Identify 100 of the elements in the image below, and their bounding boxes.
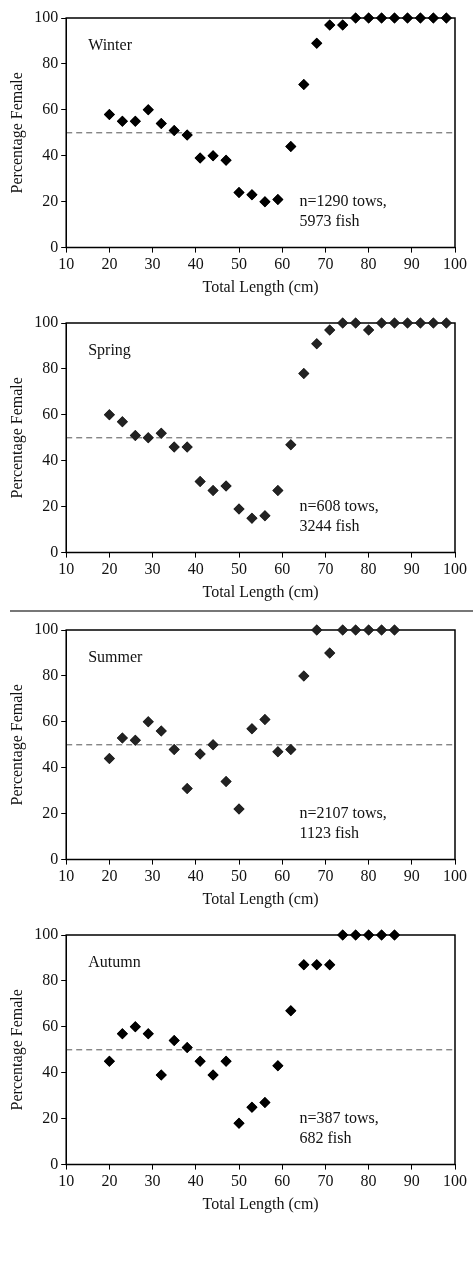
point (129, 1021, 141, 1033)
x-tick-label: 90 (403, 255, 420, 273)
point (246, 723, 258, 735)
point (376, 929, 388, 941)
point (194, 1055, 206, 1067)
point (233, 1117, 245, 1129)
point (103, 409, 115, 421)
point (220, 776, 232, 788)
point (116, 732, 128, 744)
y-tick-label: 0 (50, 1154, 59, 1172)
point (207, 739, 219, 751)
x-tick-label: 10 (58, 255, 75, 273)
x-tick-label: 60 (274, 1172, 291, 1190)
point (233, 187, 245, 198)
y-tick-label: 0 (50, 542, 59, 560)
point (311, 338, 323, 350)
x-tick-label: 50 (231, 1172, 247, 1190)
x-tick-label: 10 (58, 867, 75, 885)
x-axis-title: Total Length (cm) (202, 582, 319, 601)
point (272, 193, 284, 205)
point (363, 929, 375, 941)
y-tick-label: 40 (42, 450, 59, 468)
x-tick-label: 70 (317, 255, 334, 273)
point (103, 108, 115, 120)
point (181, 782, 193, 794)
point (142, 716, 154, 728)
point (181, 441, 193, 453)
point (220, 480, 232, 492)
point (207, 485, 219, 497)
point (376, 12, 388, 24)
point (103, 753, 115, 765)
y-tick-label: 100 (34, 8, 59, 26)
point (142, 104, 154, 116)
x-tick-label: 50 (231, 867, 247, 885)
point (168, 743, 180, 755)
x-tick-label: 40 (187, 867, 204, 885)
y-axis-title: Percentage Female (7, 989, 26, 1111)
point (324, 647, 336, 659)
x-tick-label: 100 (443, 867, 467, 885)
point (233, 503, 245, 515)
y-axis-title: Percentage Female (7, 377, 26, 499)
point (194, 152, 206, 164)
point (272, 746, 284, 758)
x-axis-title: Total Length (cm) (202, 889, 319, 908)
point (116, 416, 128, 428)
point (272, 485, 284, 497)
y-tick-label: 100 (34, 313, 59, 331)
annotation: 682 fish (299, 1128, 352, 1146)
y-tick-label: 0 (50, 237, 59, 255)
point (116, 115, 128, 127)
y-tick-label: 100 (34, 925, 59, 943)
y-axis-title: Percentage Female (7, 72, 26, 194)
point (324, 19, 336, 31)
y-tick-label: 80 (42, 54, 59, 72)
annotation: n=608 tows, (299, 496, 379, 514)
annotation: 1123 fish (299, 823, 359, 841)
point (207, 150, 219, 162)
x-tick-label: 40 (187, 560, 204, 578)
x-tick-label: 20 (101, 255, 118, 273)
annotation: 5973 fish (299, 211, 360, 229)
x-tick-label: 50 (231, 255, 247, 273)
point (324, 324, 336, 336)
point (337, 929, 349, 941)
x-tick-label: 10 (58, 560, 75, 578)
point (311, 624, 323, 636)
point (440, 12, 452, 24)
text: Summer (88, 648, 144, 666)
point (155, 427, 167, 439)
y-tick-label: 60 (42, 100, 59, 118)
point (285, 141, 297, 153)
y-tick-label: 60 (42, 712, 59, 730)
x-tick-label: 30 (144, 255, 161, 273)
point (311, 959, 323, 971)
x-tick-label: 100 (443, 560, 467, 578)
point (155, 725, 167, 737)
point (272, 1060, 284, 1072)
x-tick-label: 90 (403, 1172, 420, 1190)
x-tick-label: 60 (274, 255, 291, 273)
point (142, 432, 154, 444)
y-tick-label: 40 (42, 1062, 59, 1080)
annotation: 3244 fish (299, 516, 360, 534)
y-tick-label: 40 (42, 145, 59, 163)
point (116, 1028, 128, 1040)
y-tick-label: 0 (50, 849, 59, 867)
point (129, 115, 141, 127)
point (168, 441, 180, 453)
point (285, 1005, 297, 1017)
point (337, 19, 349, 31)
y-axis-title: Percentage Female (7, 684, 26, 806)
point (401, 12, 413, 24)
y-tick-label: 20 (42, 496, 59, 514)
x-tick-label: 100 (443, 255, 467, 273)
point (298, 79, 310, 91)
x-tick-label: 80 (360, 255, 377, 273)
x-tick-label: 100 (443, 1172, 467, 1190)
x-axis-title: Total Length (cm) (202, 277, 319, 296)
x-tick-label: 90 (403, 867, 420, 885)
point (363, 12, 375, 24)
x-tick-label: 40 (187, 1172, 204, 1190)
point (298, 959, 310, 971)
